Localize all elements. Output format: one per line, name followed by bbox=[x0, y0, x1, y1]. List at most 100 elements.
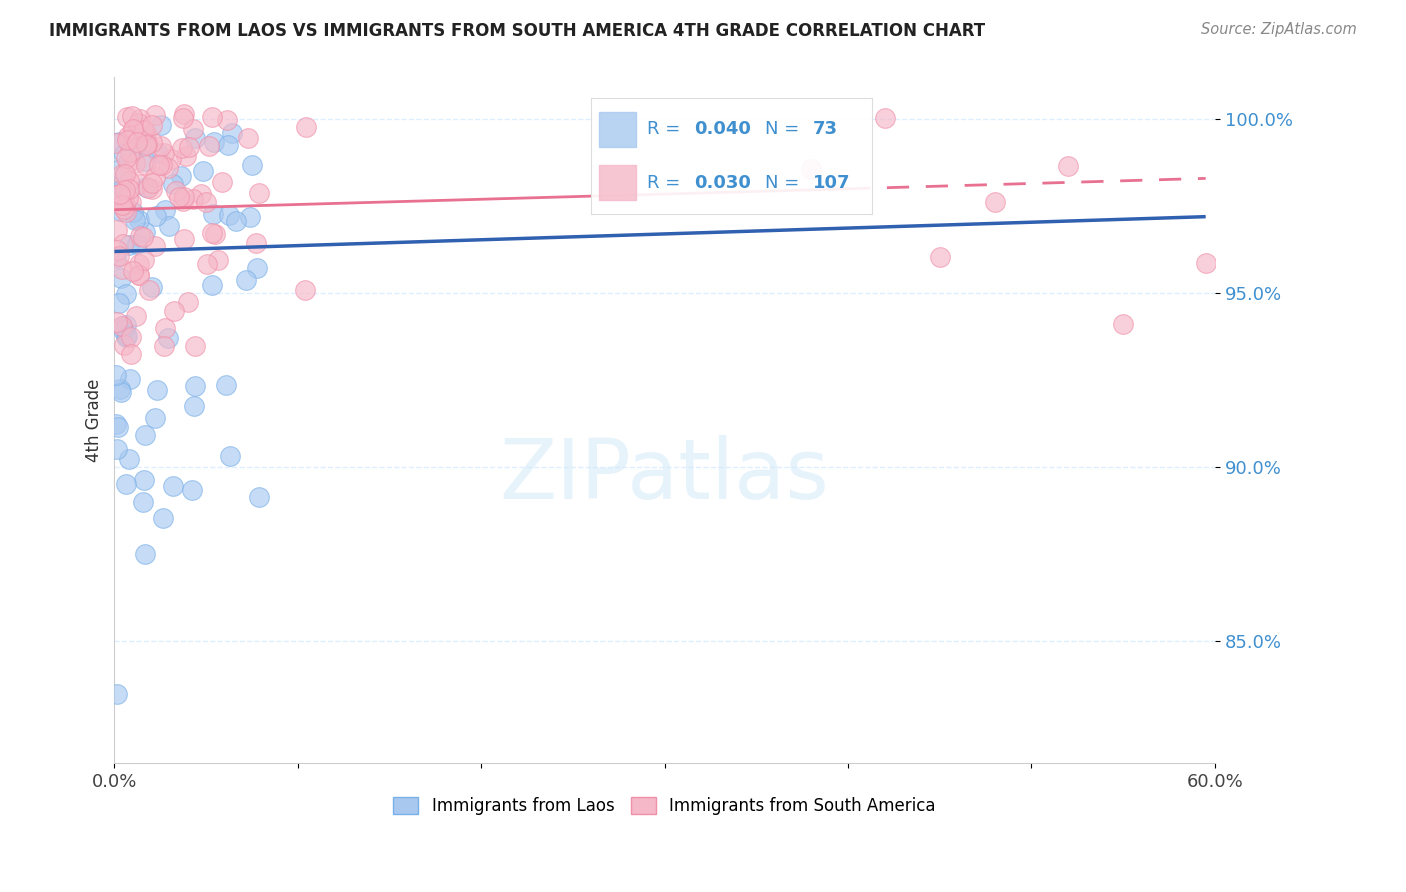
Point bbox=[115, 151, 138, 165]
Point bbox=[132, 124, 155, 138]
Point bbox=[174, 148, 197, 162]
Point bbox=[105, 180, 128, 194]
Point bbox=[150, 118, 173, 132]
Point bbox=[128, 177, 150, 191]
Point bbox=[117, 155, 139, 169]
Point bbox=[141, 176, 163, 190]
Point bbox=[246, 260, 269, 275]
Point bbox=[800, 161, 823, 176]
Point bbox=[239, 210, 262, 224]
Point bbox=[172, 141, 194, 155]
Point bbox=[129, 229, 152, 244]
Point bbox=[125, 309, 148, 323]
Point bbox=[112, 338, 135, 352]
Point bbox=[1195, 256, 1218, 270]
Point bbox=[135, 128, 157, 142]
Point bbox=[134, 225, 156, 239]
Point bbox=[145, 209, 167, 223]
Point bbox=[120, 329, 142, 343]
Y-axis label: 4th Grade: 4th Grade bbox=[86, 378, 103, 462]
Point bbox=[215, 377, 238, 392]
Point bbox=[105, 136, 128, 150]
Point bbox=[240, 158, 263, 172]
Point bbox=[219, 449, 242, 463]
Point bbox=[221, 126, 243, 140]
Point bbox=[984, 194, 1007, 209]
Point bbox=[218, 208, 240, 222]
Point bbox=[132, 229, 155, 244]
Point bbox=[217, 137, 239, 152]
Point bbox=[111, 198, 134, 212]
Point bbox=[110, 203, 132, 218]
Point bbox=[117, 129, 139, 144]
Point bbox=[122, 132, 145, 146]
Point bbox=[122, 263, 145, 277]
Point bbox=[146, 145, 169, 160]
Point bbox=[207, 253, 229, 268]
Point bbox=[108, 295, 131, 310]
Point bbox=[181, 192, 204, 206]
Point bbox=[114, 167, 136, 181]
Point bbox=[128, 268, 150, 283]
Point bbox=[111, 236, 134, 251]
Point bbox=[183, 399, 205, 413]
Legend: Immigrants from Laos, Immigrants from South America: Immigrants from Laos, Immigrants from So… bbox=[385, 789, 945, 823]
Point bbox=[136, 181, 159, 195]
Point bbox=[115, 477, 138, 491]
Point bbox=[194, 195, 217, 210]
Text: N =: N = bbox=[765, 174, 804, 192]
Point bbox=[120, 347, 142, 361]
Point bbox=[153, 321, 176, 335]
Point bbox=[153, 203, 176, 218]
Point bbox=[118, 182, 141, 196]
Point bbox=[247, 491, 270, 505]
Point bbox=[134, 154, 156, 169]
Text: IMMIGRANTS FROM LAOS VS IMMIGRANTS FROM SOUTH AMERICA 4TH GRADE CORRELATION CHAR: IMMIGRANTS FROM LAOS VS IMMIGRANTS FROM … bbox=[49, 22, 986, 40]
Point bbox=[132, 495, 155, 509]
Point bbox=[236, 130, 259, 145]
Point bbox=[125, 137, 148, 152]
Text: 0.040: 0.040 bbox=[695, 120, 751, 138]
Text: 107: 107 bbox=[813, 174, 851, 192]
Point bbox=[215, 113, 238, 128]
Point bbox=[128, 212, 150, 227]
Point bbox=[118, 372, 141, 386]
Point bbox=[150, 159, 173, 173]
Point bbox=[114, 330, 136, 344]
Point bbox=[135, 158, 157, 172]
Point bbox=[132, 252, 155, 267]
Point bbox=[247, 186, 270, 201]
Text: N =: N = bbox=[765, 120, 804, 138]
Text: 73: 73 bbox=[813, 120, 838, 138]
Point bbox=[105, 417, 128, 431]
Point bbox=[128, 257, 150, 271]
Point bbox=[121, 132, 143, 146]
Point bbox=[165, 184, 187, 198]
Point bbox=[136, 137, 159, 152]
Point bbox=[135, 179, 157, 194]
Point bbox=[163, 304, 186, 318]
Point bbox=[153, 146, 176, 161]
Point bbox=[181, 122, 204, 136]
Point bbox=[105, 243, 128, 257]
Point bbox=[180, 483, 202, 497]
Text: ZIPatlas: ZIPatlas bbox=[499, 434, 830, 516]
Point bbox=[177, 140, 200, 154]
Point bbox=[184, 379, 207, 393]
Point bbox=[167, 190, 190, 204]
Point bbox=[143, 411, 166, 425]
Point bbox=[105, 442, 128, 456]
Point bbox=[122, 204, 145, 219]
Point bbox=[245, 236, 267, 251]
Point bbox=[1112, 317, 1135, 331]
Point bbox=[132, 473, 155, 487]
Point bbox=[121, 108, 143, 122]
Point bbox=[201, 226, 224, 240]
Point bbox=[128, 268, 150, 282]
Point bbox=[107, 136, 129, 150]
Point bbox=[117, 133, 139, 147]
Point bbox=[128, 112, 150, 126]
Point bbox=[114, 197, 136, 211]
Point bbox=[198, 139, 221, 153]
Point bbox=[294, 120, 316, 134]
